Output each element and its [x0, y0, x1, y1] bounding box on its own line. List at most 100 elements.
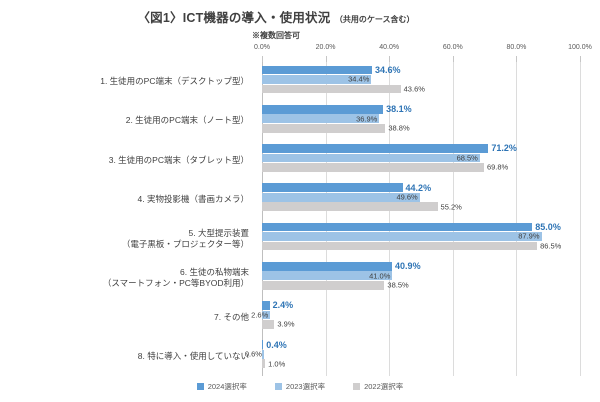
value-label-2023選択率: 49.6% [396, 192, 418, 202]
bar-track: 0.6% [245, 349, 580, 359]
bar-track: 1.0% [262, 359, 580, 369]
bar-group: 71.2% 68.5% 69.8% [262, 143, 580, 173]
bar-2024選択率 [262, 261, 393, 271]
bar-track: 40.9% [262, 261, 580, 271]
bar-track: 44.2% [262, 183, 580, 193]
x-axis-tick-mark [325, 56, 327, 62]
bar-track: 38.1% [262, 104, 580, 114]
bar-group: 2.4% 2.6% 3.9% [251, 300, 580, 330]
category-row: 7. その他 2.4% 2.6% 3.9% [0, 298, 600, 337]
legend-swatch [274, 383, 282, 390]
category-label-line: 6. 生徒の私物端末 [180, 266, 249, 277]
category-row: 1. 生徒用のPC端末（デスクトップ型） 34.6% 34.4% 43.6% [0, 62, 600, 101]
bar-group: 85.0% 87.9% 86.5% [262, 222, 580, 251]
plot-rows: 1. 生徒用のPC端末（デスクトップ型） 34.6% 34.4% 43.6% 2. 生徒… [0, 62, 600, 376]
x-axis-tick-mark [262, 56, 263, 62]
bar-track: 34.6% [262, 65, 580, 75]
category-row: 3. 生徒用のPC端末（タブレット型） 71.2% 68.5% 69.8% [0, 141, 600, 180]
bar-track: 2.4% [262, 300, 580, 311]
legend-label: 2022選択率 [364, 382, 404, 391]
bar-track: 36.9% [262, 114, 580, 124]
bar-2023選択率 [262, 75, 372, 84]
bar-track: 85.0% [262, 222, 580, 232]
bar-track: 38.5% [262, 280, 580, 290]
bar-2024選択率 [262, 104, 384, 114]
bar-track: 38.8% [262, 123, 580, 133]
bar-2022選択率 [262, 202, 438, 212]
bar-track: 71.2% [262, 143, 580, 154]
chart-title: 〈図1〉ICT機器の導入・使用状況 （共用のケース含む） [0, 7, 552, 27]
x-axis-tick-label: 0.0% [254, 44, 270, 51]
bar-2023選択率 [262, 349, 264, 359]
bar-track: 3.9% [262, 320, 580, 330]
gridline [325, 62, 327, 376]
category-label: 8. 特に導入・使用していない [0, 337, 256, 376]
legend: 2024選択率 2023選択率 2022選択率 [0, 381, 600, 392]
x-axis-tick-mark [516, 56, 518, 62]
bar-2022選択率 [262, 84, 401, 94]
x-axis-tick-mark [389, 56, 391, 62]
value-label-2023選択率: 0.6% [244, 349, 262, 359]
category-label-line: 3. 生徒用のPC端末（タブレット型） [108, 154, 249, 165]
gridline [389, 62, 391, 376]
x-axis-tick-label: 80.0% [506, 44, 527, 51]
value-label-2024選択率: 2.4% [272, 300, 294, 311]
bar-2022選択率 [262, 123, 386, 133]
value-label-2022選択率: 69.8% [486, 162, 509, 172]
bar-2023選択率 [262, 192, 420, 202]
value-label-2022選択率: 1.0% [268, 359, 286, 369]
category-label-line: （スマートフォン・PC等BYOD利用） [102, 277, 249, 288]
value-label-2022選択率: 55.2% [440, 202, 462, 212]
category-label-line: 8. 特に導入・使用していない [137, 350, 249, 361]
bar-track: 43.6% [262, 84, 580, 94]
category-label: 5. 大型提示装置 （電子黒板・プロジェクター等） [0, 219, 256, 258]
bar-2023選択率 [262, 232, 542, 241]
category-label: 4. 実物投影機（書画カメラ） [0, 180, 256, 219]
legend-swatch [196, 383, 204, 390]
category-row: 8. 特に導入・使用していない 0.4% 0.6% 1.0% [0, 337, 600, 376]
value-label-2024選択率: 38.1% [386, 104, 412, 115]
category-label-line: 4. 実物投影機（書画カメラ） [137, 193, 249, 204]
bar-track: 55.2% [262, 202, 580, 212]
value-label-2024選択率: 34.6% [375, 64, 401, 75]
value-label-2022選択率: 38.5% [387, 280, 409, 290]
legend-item: 2022選択率 [353, 381, 403, 392]
legend-item: 2023選択率 [274, 381, 325, 392]
chart-title-main: 〈図1〉ICT機器の導入・使用状況 [137, 11, 331, 25]
bar-group: 38.1% 36.9% 38.8% [262, 104, 580, 133]
value-label-2024選択率: 71.2% [491, 143, 517, 154]
bar-2023選択率 [262, 271, 393, 281]
category-row: 5. 大型提示装置 （電子黒板・プロジェクター等） 85.0% 87.9% 86.5% [0, 219, 600, 258]
bar-track: 0.4% [262, 340, 580, 350]
category-label: 6. 生徒の私物端末 （スマートフォン・PC等BYOD利用） [0, 258, 256, 297]
category-label-line: （電子黒板・プロジェクター等） [121, 238, 249, 249]
x-axis-tick-mark [580, 56, 581, 62]
category-label-line: 1. 生徒用のPC端末（デスクトップ型） [100, 76, 249, 87]
value-label-2023選択率: 87.9% [518, 231, 540, 241]
value-label-2024選択率: 44.2% [405, 182, 432, 193]
bar-2022選択率 [262, 241, 538, 251]
category-label-line: 7. その他 [214, 311, 249, 322]
category-label: 1. 生徒用のPC端末（デスクトップ型） [0, 62, 256, 101]
bar-track: 34.4% [262, 75, 580, 85]
bar-track: 86.5% [262, 241, 580, 251]
bar-track: 49.6% [262, 192, 580, 202]
bar-2023選択率 [262, 310, 271, 320]
bar-2024選択率 [262, 301, 270, 310]
x-axis-tick-mark [452, 56, 454, 62]
category-label-line: 5. 大型提示装置 [188, 227, 249, 238]
category-label-line: 2. 生徒用のPC端末（ノート型） [125, 115, 249, 126]
chart-header: 〈図1〉ICT機器の導入・使用状況 （共用のケース含む） ※複数回答可 [0, 7, 552, 41]
category-row: 4. 実物投影機（書画カメラ） 44.2% 49.6% 55.2% [0, 180, 600, 219]
gridline [516, 62, 518, 376]
value-label-2022選択率: 38.8% [388, 123, 410, 133]
value-label-2023選択率: 34.4% [348, 74, 370, 84]
value-label-2022選択率: 43.6% [403, 84, 425, 94]
legend-swatch [353, 383, 361, 390]
bar-group: 34.6% 34.4% 43.6% [262, 65, 580, 94]
bar-track: 87.9% [262, 232, 580, 242]
bar-group: 0.4% 0.6% 1.0% [245, 340, 580, 369]
bar-track: 2.6% [251, 310, 580, 320]
legend-label: 2024選択率 [207, 382, 247, 391]
